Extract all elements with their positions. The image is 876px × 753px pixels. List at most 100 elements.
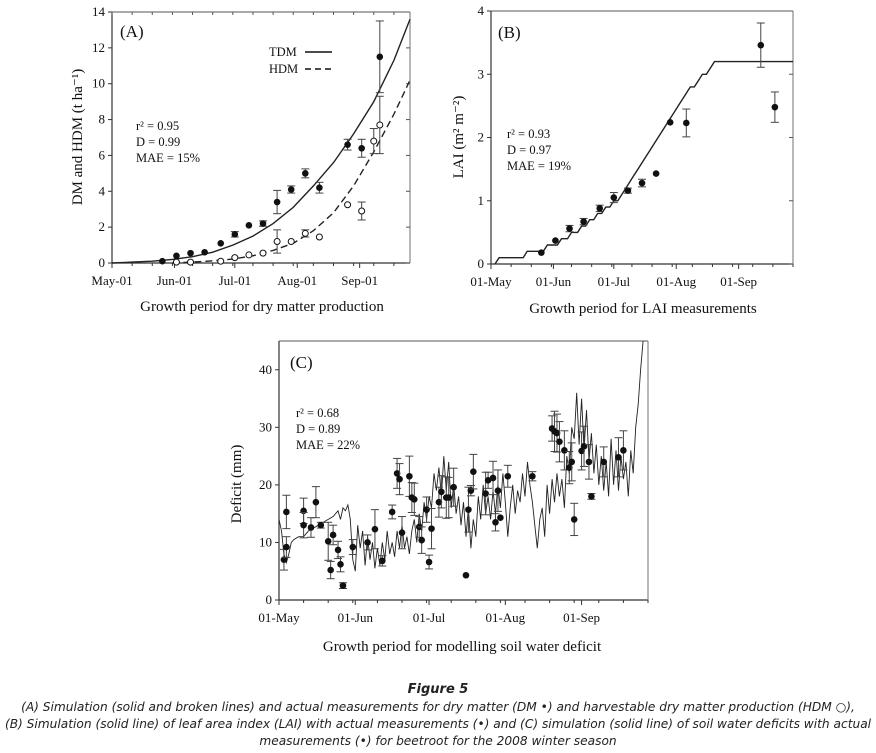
panel-a-point-open	[376, 121, 384, 129]
panel-c-point-filled	[339, 582, 347, 589]
panel-c-point-filled	[620, 447, 627, 454]
panel-c-stat-r2: r² = 0.68	[296, 406, 339, 420]
panel-b-point-filled	[596, 205, 604, 212]
panel-c-point-filled	[329, 531, 337, 539]
panel-a-point-open	[245, 251, 253, 259]
panel-c-point-filled	[462, 571, 470, 579]
panel-c-point-filled	[307, 524, 315, 531]
panel-a-label: (A)	[120, 22, 144, 41]
panel-a-ytick-label: 6	[99, 147, 106, 162]
panel-c-xtick-label: 01-May	[258, 610, 300, 625]
panel-c-ytick-label: 10	[259, 534, 272, 549]
panel-c-point-filled	[349, 543, 357, 551]
panel-c-point-filled	[312, 498, 320, 506]
panel-c-point-filled	[570, 516, 578, 523]
panel-c-point-filled	[438, 488, 445, 496]
panel-c-point-filled	[529, 472, 536, 480]
figure-title: Figure 5	[407, 682, 469, 697]
panel-c-xtick-label: 01-Jul	[413, 610, 446, 625]
panel-b-stat-mae: MAE = 19%	[507, 159, 571, 173]
panel-c-point-filled	[280, 556, 288, 564]
caption-line-3: measurements (•) for beetroot for the 20…	[259, 734, 617, 748]
panel-a-xtick-label: Jul-01	[219, 273, 252, 288]
caption-line-1: (A) Simulation (solid and broken lines) …	[21, 700, 855, 714]
panel-b-point-filled	[638, 179, 646, 187]
panel-a-stat-mae: MAE = 15%	[136, 151, 200, 165]
panel-c-point-filled	[379, 557, 386, 565]
panel-c-point-filled	[470, 468, 477, 475]
panel-c-point-filled	[553, 429, 561, 437]
panel-c-point-filled	[565, 464, 573, 471]
panel-c-point-filled	[428, 525, 435, 532]
panel-a-point-open	[217, 257, 225, 265]
panel-b-stat-d: D = 0.97	[507, 143, 551, 157]
panel-a-ytick-label: 4	[99, 183, 106, 198]
panel-c-point-filled	[588, 493, 595, 500]
panel-c-ytick-label: 20	[259, 477, 272, 492]
panel-c-point-filled	[600, 458, 608, 466]
panel-a-point-filled	[187, 249, 194, 257]
panel-b-xlabel: Growth period for LAI measurements	[529, 301, 757, 317]
panel-b-point-filled	[538, 249, 545, 256]
panel-a-xtick-label: Jun-01	[157, 273, 192, 288]
panel-a-point-open	[187, 258, 195, 266]
panel-c-point-filled	[406, 472, 413, 480]
panel-b-xtick-label: 01-May	[470, 274, 512, 289]
panel-b-point-filled	[771, 103, 779, 111]
panel-b-point-filled	[552, 237, 559, 244]
panel-c-stat-d: D = 0.89	[296, 422, 340, 436]
panel-a-point-open	[344, 201, 352, 209]
panel-a-ytick-label: 2	[99, 219, 106, 234]
panel-c-xlabel: Growth period for modelling soil water d…	[323, 639, 602, 655]
panel-c-point-filled	[504, 472, 512, 480]
panel-a-point-filled	[273, 198, 281, 206]
panel-c-point-filled	[324, 537, 332, 545]
panel-c-point-filled	[317, 521, 325, 529]
panel-c-point-filled	[371, 525, 379, 533]
caption-line-2: (B) Simulation (solid line) of leaf area…	[4, 717, 872, 731]
legend-tdm-label: TDM	[269, 45, 297, 59]
panel-c-point-filled	[556, 438, 563, 446]
panel-a-xtick-label: May-01	[91, 273, 132, 288]
panel-a-ytick-label: 12	[92, 40, 105, 55]
panel-c-ytick-label: 30	[259, 419, 272, 434]
panel-b-ytick-label: 1	[478, 193, 485, 208]
panel-a-point-open	[315, 233, 323, 241]
panel-c-point-filled	[283, 508, 290, 516]
panel-a-point-filled	[287, 186, 295, 193]
panel-b-ytick-label: 0	[478, 256, 485, 271]
panel-a-point-open	[370, 137, 378, 145]
panel-a-xtick-label: Aug-01	[277, 273, 317, 288]
panel-b-xtick-label: 01-Jun	[536, 274, 572, 289]
panel-a-ylabel: DM and HDM (t ha⁻¹)	[70, 69, 86, 206]
panel-a-xtick-label: Sep-01	[341, 273, 378, 288]
panel-b-ytick-label: 2	[478, 130, 485, 145]
panel-c-chart: (C) r² = 0.68 D = 0.89 MAE = 22% Growth …	[229, 340, 649, 655]
panel-a-chart: (A) r² = 0.95 D = 0.99 MAE = 15% TDM HDM…	[70, 4, 411, 315]
panel-c-point-filled	[334, 546, 342, 554]
panel-a-point-open	[358, 207, 366, 215]
panel-c-point-filled	[337, 561, 344, 568]
panel-c-point-filled	[425, 558, 433, 566]
panel-c-point-filled	[494, 487, 502, 494]
panel-a-point-filled	[217, 239, 225, 247]
panel-a-point-open	[231, 254, 239, 262]
panel-c-point-filled	[396, 475, 403, 483]
panel-c-point-filled	[327, 566, 334, 574]
panel-c-point-filled	[423, 506, 430, 513]
panel-a-point-filled	[358, 144, 365, 152]
panel-a-point-filled	[159, 257, 166, 265]
panel-b-ytick-label: 4	[478, 3, 485, 18]
panel-c-xtick-label: 01-Jun	[338, 610, 374, 625]
panel-c-point-filled	[482, 490, 489, 497]
panel-a-stat-r2: r² = 0.95	[136, 119, 179, 133]
panel-a-ytick-label: 0	[99, 255, 106, 270]
panel-b-label: (B)	[498, 23, 521, 42]
panel-a-series-hdm-line	[172, 79, 411, 264]
panel-c-point-filled	[435, 498, 443, 506]
panel-c-xtick-label: 01-Aug	[485, 610, 525, 625]
panel-c-label: (C)	[290, 353, 313, 372]
panel-c-point-filled	[497, 514, 504, 521]
panel-b-point-filled	[580, 218, 587, 225]
